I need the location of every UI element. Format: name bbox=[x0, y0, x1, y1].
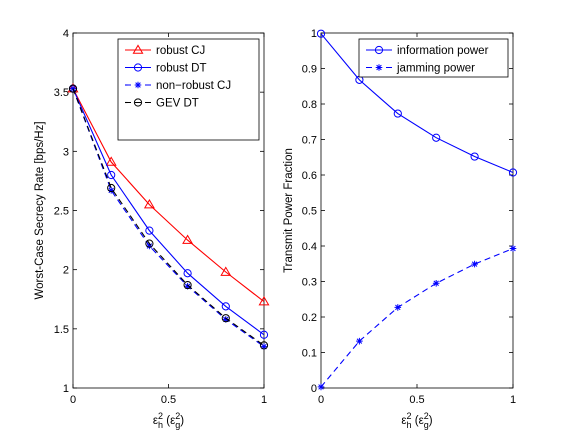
right-y-tick-label: 0.9 bbox=[302, 64, 317, 76]
right-series-0-point bbox=[470, 152, 479, 161]
left-axes-ticks: 1 1.5 2 2.5 3 3.5 4 0 0.5 1 bbox=[54, 28, 267, 406]
left-series-0-point bbox=[258, 296, 270, 306]
right-y-axis-label: Transmit Power Fraction bbox=[283, 148, 295, 273]
left-series-3-point bbox=[107, 183, 116, 193]
left-series-2 bbox=[69, 85, 268, 350]
left-legend-label: robust CJ bbox=[156, 45, 205, 57]
left-legend-label: non−robust CJ bbox=[156, 80, 231, 92]
left-legend: robust CJ robust DT non−robust CJ GEV DT bbox=[117, 38, 260, 141]
left-series-3-point bbox=[183, 280, 192, 290]
left-series-group bbox=[67, 83, 270, 350]
left-legend-label: GEV DT bbox=[156, 98, 199, 110]
right-series-1-point bbox=[509, 245, 517, 252]
left-series-3-point bbox=[259, 341, 269, 350]
right-legend-marker bbox=[375, 64, 383, 71]
left-series-line-1 bbox=[72, 88, 265, 336]
right-legend-box bbox=[358, 38, 509, 78]
left-series-2-point bbox=[222, 316, 230, 323]
right-y-tick-label: 0.8 bbox=[302, 99, 317, 111]
left-legend-marker bbox=[132, 44, 144, 54]
right-series-1-point bbox=[432, 279, 440, 287]
left-series-line-3 bbox=[72, 88, 265, 346]
left-chart: 1 1.5 2 2.5 3 3.5 4 0 0.5 1 Worst-Case Secrecy Ra… bbox=[34, 28, 270, 430]
left-series-line-2 bbox=[72, 88, 265, 348]
right-x-tick-label: 1 bbox=[510, 394, 516, 406]
right-axes-ticks: 0 0.1 0.2 0.3 0.4 0.5 0.6 0.7 0.8 0.9 1 0 0.5 1 bbox=[302, 28, 516, 406]
left-series-line-0 bbox=[72, 88, 265, 303]
right-legend-marker bbox=[374, 45, 384, 55]
right-series-1-point bbox=[394, 304, 402, 311]
right-series-1-point bbox=[317, 383, 325, 391]
left-x-tick-label: 0.5 bbox=[161, 394, 176, 406]
left-y-tick-label: 3 bbox=[63, 146, 69, 158]
right-series-0-point bbox=[432, 133, 441, 142]
left-series-3-point bbox=[145, 239, 154, 248]
left-series-1-point bbox=[107, 170, 116, 180]
left-series-2-point bbox=[260, 343, 268, 350]
right-series-1-point bbox=[471, 260, 478, 268]
left-series-2-point bbox=[184, 282, 191, 290]
right-y-tick-label: 0.3 bbox=[302, 277, 317, 289]
left-y-tick-label: 2 bbox=[63, 265, 69, 277]
left-y-axis-label: Worst-Case Secrecy Rate [bps/Hz] bbox=[34, 121, 46, 299]
right-series-group bbox=[316, 29, 518, 391]
left-x-tick-label: 0 bbox=[70, 394, 76, 406]
left-y-tick-label: 1.5 bbox=[54, 324, 69, 336]
right-plot-area bbox=[320, 32, 514, 389]
right-series-0 bbox=[316, 29, 518, 177]
right-legend: information power jamming power bbox=[358, 38, 509, 78]
right-series-0-point bbox=[508, 168, 518, 177]
right-legend-label: jamming power bbox=[396, 63, 475, 75]
left-series-3-point bbox=[68, 84, 78, 93]
right-legend-label: information power bbox=[397, 45, 489, 57]
right-series-line-0 bbox=[320, 33, 514, 174]
right-chart: 0 0.1 0.2 0.3 0.4 0.5 0.6 0.7 0.8 0.9 1 0 0.5 1 Trans… bbox=[283, 28, 518, 430]
right-y-tick-label: 0.2 bbox=[302, 312, 317, 324]
right-y-tick-label: 0 bbox=[311, 383, 317, 395]
left-series-0-point bbox=[105, 156, 117, 166]
right-y-tick-label: 0.1 bbox=[302, 348, 317, 360]
left-series-1-point bbox=[183, 269, 192, 278]
left-y-tick-label: 1 bbox=[63, 383, 69, 395]
left-series-0 bbox=[67, 83, 270, 306]
right-series-0-point bbox=[316, 29, 326, 38]
right-y-tick-label: 0.6 bbox=[302, 170, 317, 182]
left-series-1-point bbox=[221, 302, 230, 311]
right-x-tick-label: 0 bbox=[318, 394, 324, 406]
left-series-3 bbox=[68, 84, 269, 350]
left-y-tick-label: 2.5 bbox=[54, 206, 69, 218]
left-legend-label: robust DT bbox=[156, 63, 207, 75]
left-legend-marker bbox=[133, 98, 143, 107]
right-y-tick-label: 0.4 bbox=[302, 241, 317, 253]
left-series-0-point bbox=[182, 234, 194, 244]
left-series-1-point bbox=[259, 330, 269, 339]
left-series-2-point bbox=[146, 242, 153, 250]
right-series-1 bbox=[317, 245, 517, 391]
right-series-0-point bbox=[393, 109, 402, 118]
left-series-0-point bbox=[143, 198, 155, 209]
right-series-1-point bbox=[356, 337, 363, 345]
left-y-tick-label: 4 bbox=[63, 28, 69, 40]
right-series-line-1 bbox=[320, 247, 514, 388]
left-series-2-point bbox=[107, 187, 115, 194]
right-y-tick-label: 0.5 bbox=[302, 206, 317, 218]
right-x-tick-label: 0.5 bbox=[409, 394, 424, 406]
left-x-axis-label: ε2 h (ε2 g) bbox=[153, 411, 184, 430]
right-x-axis-label: ε2 h (ε2 g) bbox=[401, 411, 432, 430]
left-series-3-point bbox=[221, 314, 230, 323]
right-y-tick-label: 1 bbox=[311, 28, 317, 40]
left-series-1-point bbox=[145, 226, 154, 235]
left-x-tick-label: 1 bbox=[261, 394, 267, 406]
left-legend-marker bbox=[134, 81, 142, 89]
right-y-tick-label: 0.7 bbox=[302, 135, 317, 147]
left-y-tick-label: 3.5 bbox=[54, 87, 69, 99]
left-series-0-point bbox=[220, 266, 232, 276]
left-legend-box bbox=[117, 38, 260, 141]
left-legend-marker bbox=[133, 63, 143, 72]
